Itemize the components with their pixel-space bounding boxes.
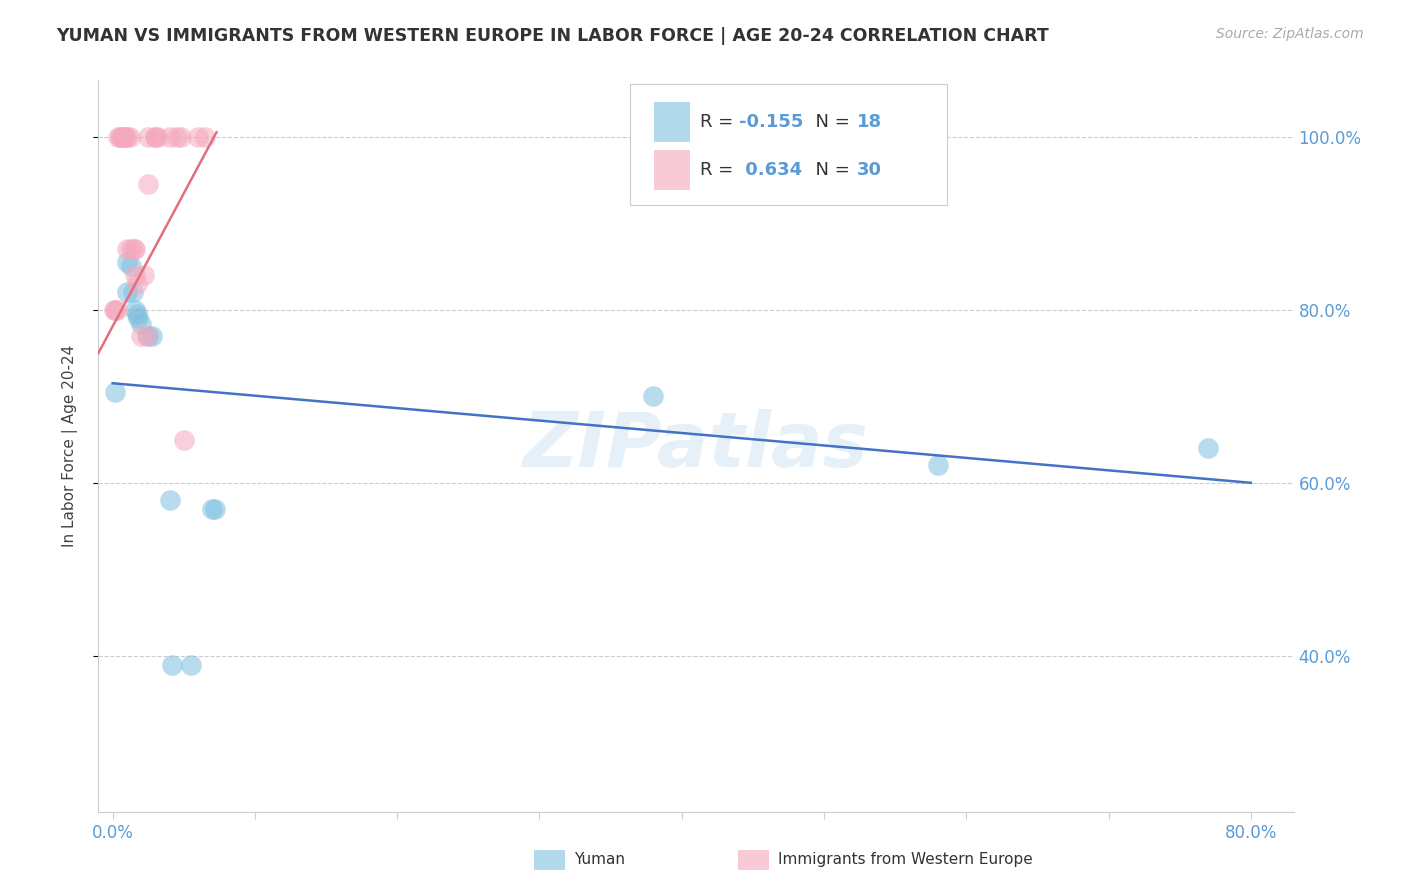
Point: [121, 285, 143, 300]
Point: [115, 242, 138, 256]
FancyBboxPatch shape: [654, 150, 690, 190]
Point: [135, 328, 157, 343]
Text: 18: 18: [858, 113, 883, 131]
Point: [201, 501, 224, 516]
Point: [129, 328, 152, 343]
Point: [118, 129, 141, 144]
Point: [112, 129, 135, 144]
Point: [204, 501, 226, 516]
Point: [927, 458, 949, 473]
Text: 0.634: 0.634: [740, 161, 801, 179]
Text: 30: 30: [858, 161, 883, 179]
Point: [122, 242, 145, 256]
Text: R =: R =: [700, 161, 738, 179]
Point: [162, 657, 184, 672]
Point: [108, 129, 131, 144]
Point: [143, 129, 166, 144]
Point: [129, 318, 152, 332]
Point: [124, 302, 146, 317]
Point: [194, 129, 217, 144]
Point: [110, 129, 132, 144]
Point: [114, 129, 136, 144]
Text: YUMAN VS IMMIGRANTS FROM WESTERN EUROPE IN LABOR FORCE | AGE 20-24 CORRELATION C: YUMAN VS IMMIGRANTS FROM WESTERN EUROPE …: [56, 27, 1049, 45]
Point: [124, 242, 146, 256]
Point: [127, 311, 149, 326]
Point: [115, 285, 138, 300]
Y-axis label: In Labor Force | Age 20-24: In Labor Force | Age 20-24: [62, 345, 77, 547]
Point: [115, 129, 138, 144]
Point: [120, 260, 142, 274]
Point: [136, 129, 159, 144]
Text: Immigrants from Western Europe: Immigrants from Western Europe: [778, 853, 1032, 867]
Text: ZIPatlas: ZIPatlas: [523, 409, 869, 483]
Point: [136, 177, 159, 191]
Text: Source: ZipAtlas.com: Source: ZipAtlas.com: [1216, 27, 1364, 41]
Point: [132, 268, 155, 282]
Point: [120, 242, 142, 256]
Point: [124, 268, 146, 282]
Point: [104, 384, 127, 399]
Point: [159, 493, 181, 508]
Point: [136, 328, 159, 343]
Point: [1197, 441, 1219, 455]
Point: [143, 129, 166, 144]
Point: [107, 129, 129, 144]
Point: [141, 328, 163, 343]
Point: [103, 302, 125, 317]
Text: N =: N =: [804, 113, 855, 131]
Point: [187, 129, 209, 144]
Point: [115, 255, 138, 269]
Point: [125, 307, 148, 321]
Point: [180, 657, 202, 672]
Text: Yuman: Yuman: [574, 853, 624, 867]
Text: N =: N =: [804, 161, 855, 179]
Point: [170, 129, 193, 144]
Point: [643, 389, 665, 403]
Point: [125, 277, 148, 291]
Point: [111, 129, 134, 144]
FancyBboxPatch shape: [654, 103, 690, 143]
Point: [166, 129, 188, 144]
Point: [159, 129, 181, 144]
FancyBboxPatch shape: [630, 84, 948, 204]
Point: [105, 302, 128, 317]
Text: -0.155: -0.155: [740, 113, 803, 131]
Point: [104, 302, 127, 317]
Point: [173, 433, 195, 447]
Point: [148, 129, 170, 144]
Text: R =: R =: [700, 113, 738, 131]
